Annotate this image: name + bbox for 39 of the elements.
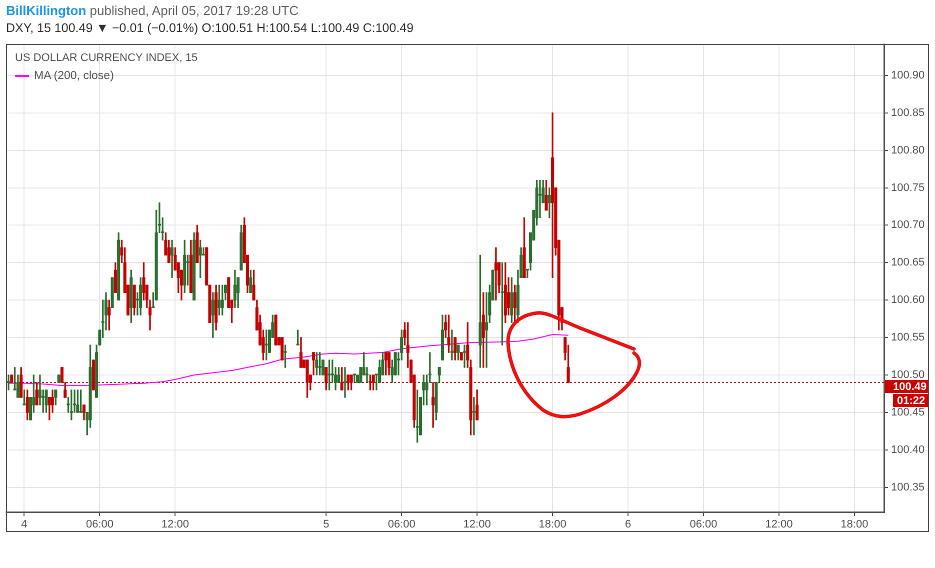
y-tick-label: 100.45: [891, 406, 925, 418]
y-tick-label: 100.90: [891, 69, 925, 82]
y-tick-label: 100.85: [891, 106, 925, 119]
y-tick-label: 100.80: [891, 144, 925, 156]
text: US DOLLAR CURRENCY INDEX, 15: [15, 51, 198, 66]
legend-label: MA (200, close): [34, 70, 114, 82]
candlestick: [170, 240, 174, 278]
x-tick-label: 6: [624, 518, 632, 531]
y-tick-label: 100.55: [891, 332, 925, 344]
text: published, April 05, 2017 19:28 UTC: [88, 3, 299, 18]
y-tick-label: 100.75: [891, 182, 925, 194]
x-tick-label: 12:00: [161, 518, 189, 531]
x-tick-label: 5: [323, 518, 330, 531]
y-tick-label: 100.60: [891, 294, 925, 306]
candlestick: [343, 367, 347, 398]
candlestick: [494, 247, 498, 300]
x-tick-label: 06:00: [690, 518, 718, 531]
text: BillKillington: [6, 3, 86, 18]
y-tick-label: 100.70: [891, 219, 925, 232]
candlestick: [6, 374, 10, 390]
x-tick-label: 18:00: [840, 518, 868, 531]
ref-line-label: 100.49: [893, 381, 927, 394]
candlestick: [462, 344, 466, 368]
y-tick-label: 100.35: [891, 481, 925, 494]
x-tick-label: 4: [21, 518, 28, 531]
x-tick-label: 06:00: [388, 518, 416, 531]
y-tick-label: 100.65: [891, 256, 925, 269]
candlestick: [472, 397, 476, 436]
y-tick-label: 100.40: [891, 444, 925, 456]
text: 01:22: [897, 395, 926, 408]
chart-subtitle: DXY, 15 100.49 ▼ −0.01 (−0.01%) O:100.51 H:100.54 L:100.49 C:100.49: [6, 21, 414, 36]
candlestick: [352, 374, 356, 383]
x-tick-label: 12:00: [463, 518, 491, 531]
y-tick-label: 100.50: [891, 369, 925, 381]
candlestick: [202, 247, 206, 256]
x-tick-label: 12:00: [765, 518, 793, 531]
x-tick-label: 18:00: [538, 518, 566, 531]
candlestick: [365, 367, 369, 383]
x-tick-label: 06:00: [86, 518, 114, 531]
